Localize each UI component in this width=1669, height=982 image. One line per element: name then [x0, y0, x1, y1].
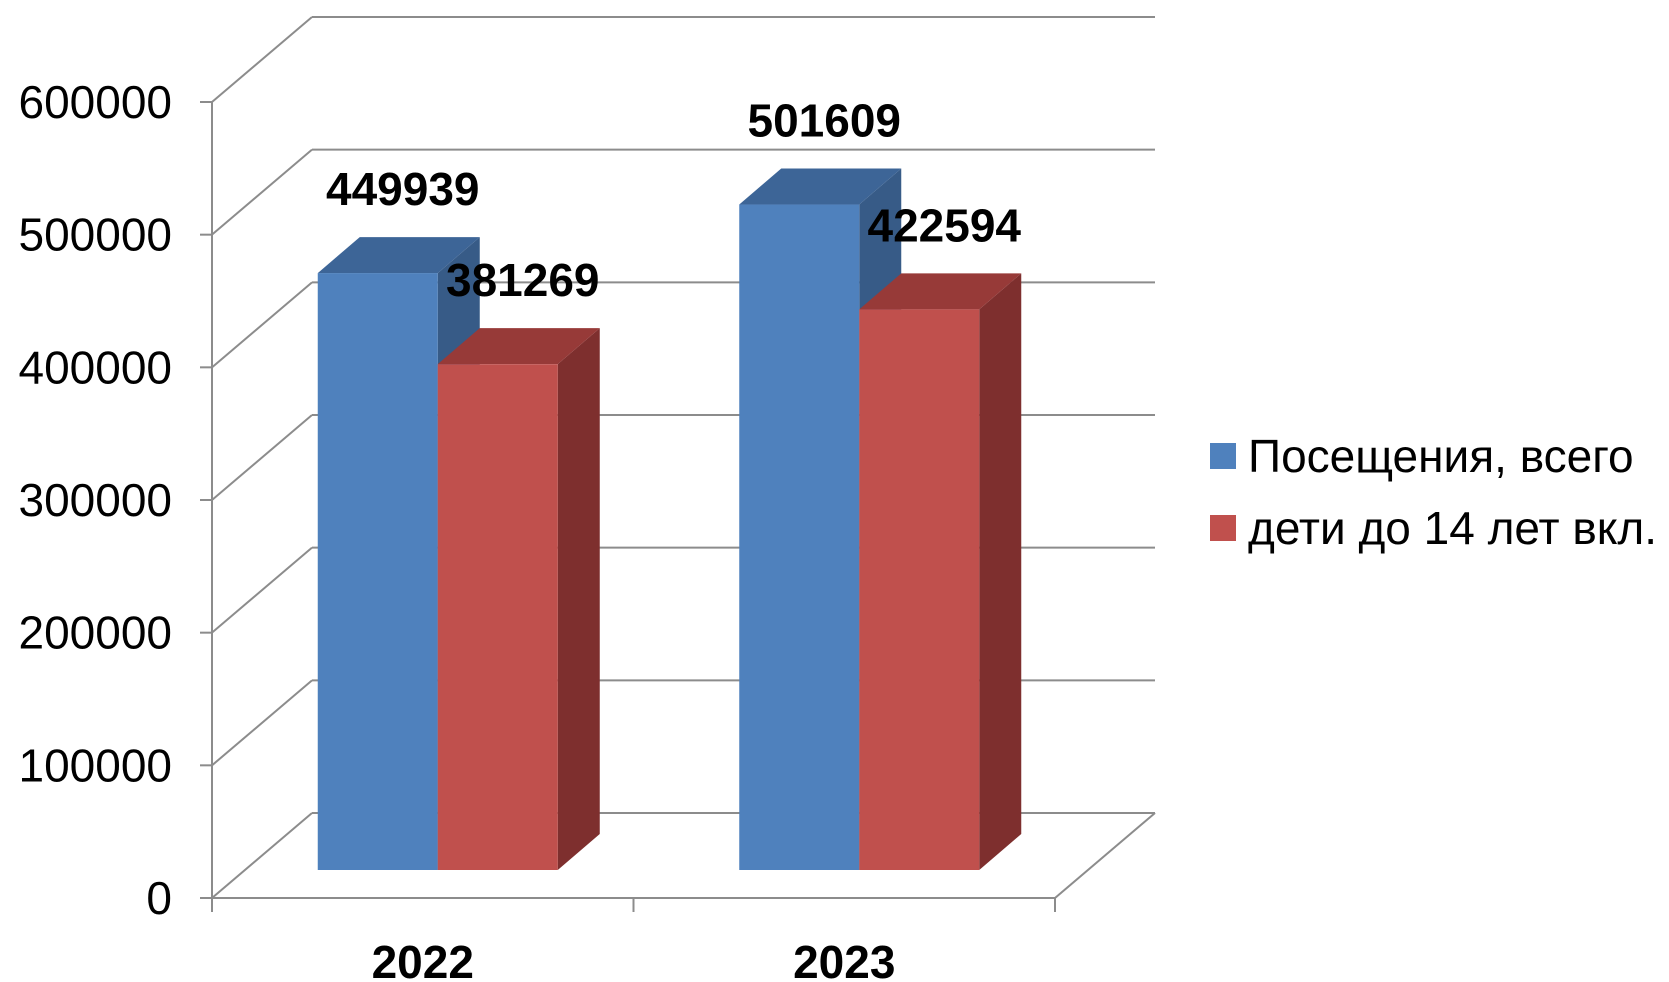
bar-side-series-2-2022 [557, 328, 600, 871]
side-wall-gridline-200000 [211, 546, 313, 634]
data-label-series-1-2023: 501609 [748, 95, 902, 147]
legend-swatch-series-2 [1210, 515, 1236, 541]
bar-series-2-2023 [859, 309, 980, 870]
floor-right-edge [1054, 812, 1156, 899]
bar-top-series-1-2022 [317, 237, 480, 274]
y-tick-label-500000: 500000 [19, 209, 173, 261]
data-label-series-2-2022: 381269 [446, 254, 600, 306]
legend-item-series-2: дети до 14 лет вкл. [1210, 492, 1657, 564]
y-tick-label-100000: 100000 [19, 739, 173, 791]
legend-item-series-1: Посещения, всего [1210, 420, 1657, 492]
bar-series-1-2022 [317, 273, 438, 870]
legend-label-series-2: дети до 14 лет вкл. [1248, 502, 1658, 554]
data-label-series-1-2022: 449939 [326, 163, 480, 215]
data-label-series-2-2023: 422594 [868, 199, 1022, 251]
bar-top-series-1-2023 [739, 168, 902, 205]
bar-side-series-2-2023 [979, 273, 1022, 870]
y-tick-label-300000: 300000 [19, 474, 173, 526]
legend-label-series-1: Посещения, всего [1248, 430, 1634, 482]
legend-swatch-series-1 [1210, 443, 1236, 469]
x-tick-label-2023: 2023 [793, 936, 895, 982]
y-tick-label-600000: 600000 [19, 76, 173, 128]
side-wall-gridline-600000 [211, 16, 313, 103]
y-tick-label-400000: 400000 [19, 341, 173, 393]
side-wall-gridline-300000 [211, 414, 313, 501]
side-wall-gridline-100000 [211, 679, 313, 767]
x-tick-label-2022: 2022 [372, 936, 474, 982]
bar-top-series-2-2023 [859, 273, 1022, 310]
side-wall-gridline-400000 [211, 281, 313, 369]
bar-series-1-2023 [739, 204, 860, 871]
side-wall-gridline-500000 [211, 148, 313, 236]
bar-series-2-2022 [437, 364, 558, 870]
y-tick-label-200000: 200000 [19, 607, 173, 659]
legend: Посещения, всего дети до 14 лет вкл. [1210, 420, 1657, 564]
y-tick-label-0: 0 [146, 872, 172, 924]
bar-top-series-2-2022 [437, 328, 600, 365]
side-wall-gridline-0 [211, 812, 313, 899]
